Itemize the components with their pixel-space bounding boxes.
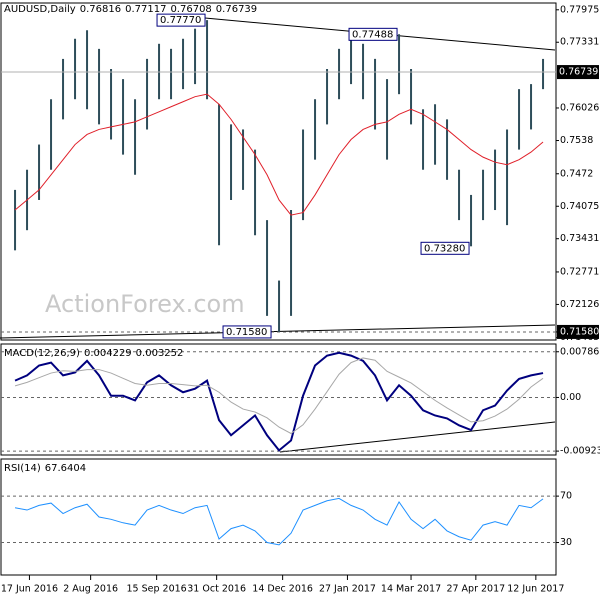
y-tick-label: 0.77331 [560, 37, 599, 48]
indicator-line [14, 351, 544, 452]
trendline [279, 421, 556, 453]
annotation-label: 0.71580 [226, 327, 267, 338]
panel-frame [0, 343, 557, 456]
annotation-box [348, 27, 398, 41]
indicator-line [14, 497, 544, 546]
y-tick-label: 0.007865 [560, 346, 600, 357]
y-tick-label: 0.74075 [560, 201, 599, 212]
annotation-label: 0.73280 [424, 243, 465, 254]
indicator-name: MACD(12,26,9) [4, 348, 80, 359]
x-tick-label: 14 Dec 2016 [252, 584, 313, 595]
indicator-value: 67.6404 [45, 463, 86, 474]
x-tick-label: 27 Jan 2017 [319, 584, 376, 595]
ohlc-value: 0.76708 [170, 4, 211, 15]
y-tick-label: 70 [560, 491, 572, 502]
symbol: AUDUSD,Daily [4, 4, 76, 15]
y-tick-label: 0.76026 [560, 102, 599, 113]
annotation-box [222, 325, 272, 339]
y-tick-label: 0.72771 [560, 266, 599, 277]
x-tick-label: 31 Oct 2016 [187, 584, 246, 595]
y-tick-label: 0.00 [560, 392, 581, 403]
panel-frame [0, 2, 557, 341]
indicator-name: RSI(14) [4, 463, 41, 474]
y-tick-label: 0.77975 [560, 4, 599, 15]
y-tick-label: 0.7472 [560, 168, 593, 179]
y-tick-label: 30 [560, 537, 572, 548]
ohlc-value: 0.76816 [80, 4, 121, 15]
x-tick-label: 14 Mar 2017 [381, 584, 441, 595]
annotation-box [420, 241, 470, 255]
annotation-box [156, 13, 206, 27]
x-tick-label: 17 Jun 2016 [1, 584, 58, 595]
last-price-box [557, 65, 599, 80]
x-tick-label: 2 Aug 2016 [63, 584, 118, 595]
watermark: ActionForex.com [45, 290, 245, 318]
x-tick-label: 15 Sep 2016 [127, 584, 187, 595]
ohlc-value: 0.76739 [216, 4, 257, 15]
y-tick-label: 0.72126 [560, 299, 599, 310]
tick-box [557, 324, 599, 339]
last-price-label: 0.76739 [559, 67, 598, 78]
indicator-value: 0.003252 [136, 348, 184, 359]
y-tick-label: 0.71580 [560, 326, 599, 337]
y-tick-label: 0.7538 [560, 135, 593, 146]
panel-title: RSI(14) 67.6404 [4, 463, 86, 474]
indicator-value: 0.004229 [84, 348, 132, 359]
x-tick-label: 27 Apr 2017 [446, 584, 505, 595]
y-tick-label: -0.00923 [560, 446, 600, 457]
panel-title: AUDUSD,Daily 0.76816 0.77117 0.76708 0.76739 [4, 4, 257, 15]
annotation-label: 0.77488 [352, 29, 393, 40]
panel-title: MACD(12,26,9) 0.004229 0.003252 [4, 348, 183, 359]
ohlc-value: 0.77117 [125, 4, 166, 15]
panel-frame [0, 458, 557, 576]
x-tick-label: 12 Jun 2017 [507, 584, 564, 595]
moving-average [14, 93, 544, 216]
y-tick-label: 0.73431 [560, 233, 599, 244]
annotation-label: 0.77770 [160, 15, 201, 26]
indicator-line [14, 357, 544, 435]
